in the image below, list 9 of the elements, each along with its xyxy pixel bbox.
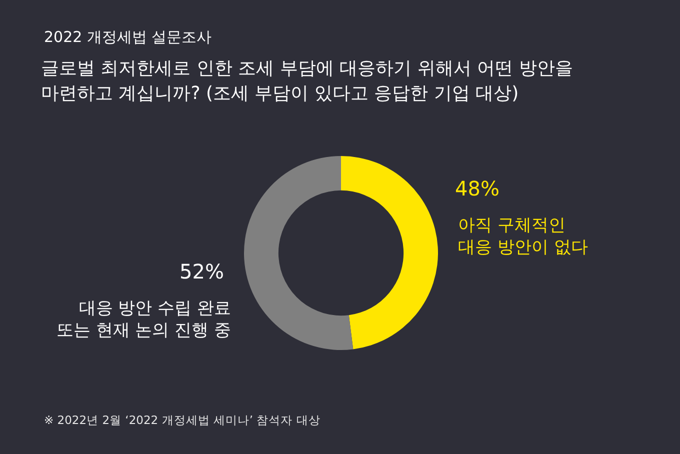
chart-title: 2022 개정세법 설문조사 <box>44 28 212 46</box>
slice-label: 대응 방안 수립 완료 또는 현재 논의 진행 중 <box>56 298 231 341</box>
text: ※ 2022년 2월 ‘2022 개정세법 세미나’ 참석자 대상 <box>44 413 320 427</box>
data-label: 52% <box>180 260 224 284</box>
chart-subtitle: 글로벌 최저한세로 인한 조세 부담에 대응하기 위해서 어떤 방안을 마련하고 계십니까? (조세 부담이 있다고 응답한 기업 대상) <box>41 58 573 104</box>
donut-slice <box>244 156 354 350</box>
slice-label: 아직 구체적인 대응 방안이 없다 <box>458 215 588 258</box>
donut-slice <box>341 156 438 350</box>
data-label: 48% <box>455 176 500 200</box>
